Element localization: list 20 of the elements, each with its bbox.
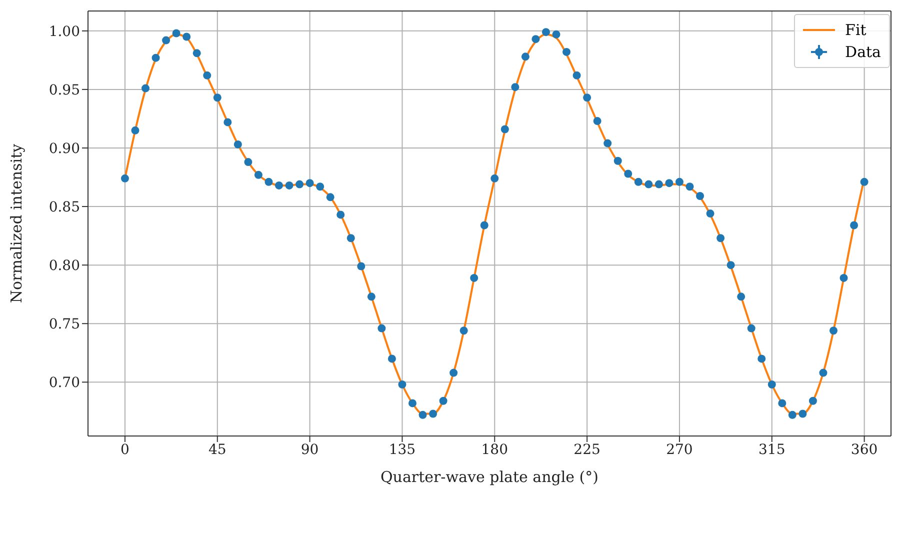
y-tick-label: 0.70 — [48, 375, 80, 392]
x-tick-label: 45 — [208, 442, 226, 458]
y-tick-label: 0.80 — [48, 258, 80, 274]
x-tick-label: 360 — [850, 442, 878, 458]
x-tick-label: 0 — [120, 442, 130, 458]
x-tick-label: 225 — [574, 442, 600, 458]
x-tick-label: 90 — [300, 442, 319, 458]
y-tick-label: 0.95 — [48, 82, 80, 98]
x-tick-label: 315 — [758, 442, 786, 458]
y-tick-label: 0.85 — [48, 199, 80, 216]
x-tick-label: 180 — [481, 442, 508, 458]
x-tick-label: 135 — [388, 442, 416, 458]
legend-label: Fit — [845, 20, 866, 41]
y-tick-label: 0.75 — [48, 316, 80, 333]
x-tick-label: 270 — [666, 442, 693, 458]
y-axis-title: Normalized intensity — [7, 143, 26, 304]
y-tick-label: 0.90 — [48, 140, 80, 157]
x-axis-title: Quarter-wave plate angle (°) — [380, 468, 598, 486]
y-tick-label: 1.00 — [48, 24, 80, 40]
legend-label: Data — [845, 42, 881, 63]
